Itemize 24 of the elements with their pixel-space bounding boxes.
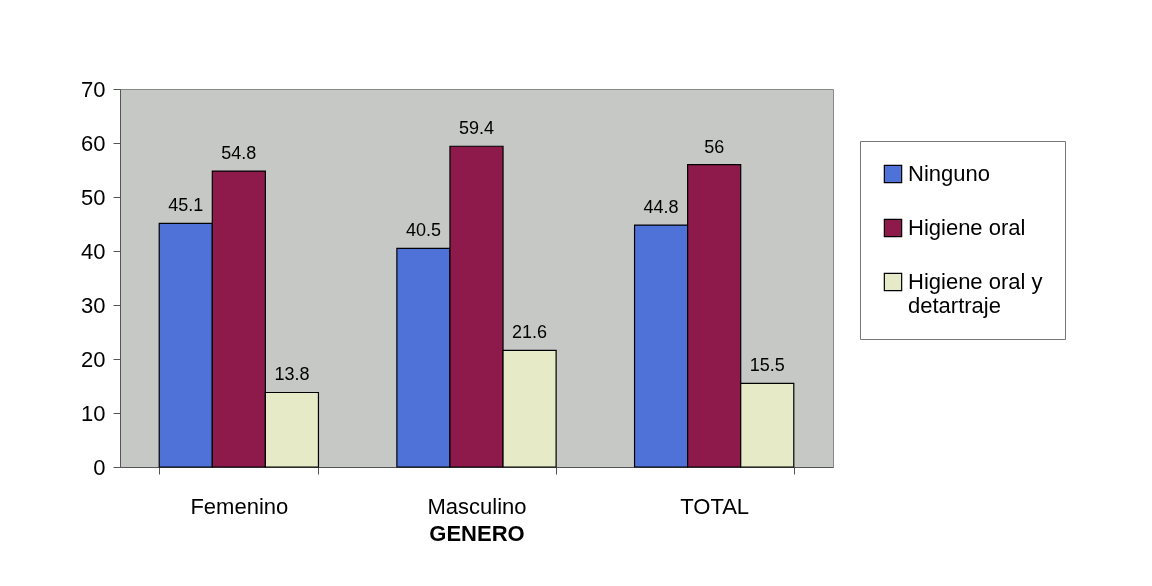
y-tick-label: 20 <box>81 346 106 372</box>
x-axis-title: GENERO <box>429 520 525 546</box>
y-tick-label: 10 <box>81 400 106 426</box>
data-label: 40.5 <box>405 220 441 241</box>
data-label: 45.1 <box>168 195 204 216</box>
y-tick-label: 40 <box>81 238 106 264</box>
legend-label: Higiene oral <box>908 215 1026 240</box>
x-tick-label: Masculino <box>427 493 527 519</box>
y-tick-label: 60 <box>81 130 106 156</box>
x-tick-label: TOTAL <box>680 493 750 519</box>
data-label: 56 <box>704 136 725 157</box>
data-label: 13.8 <box>274 364 310 385</box>
y-tick-label: 50 <box>81 184 106 210</box>
y-tick-label: 30 <box>81 292 106 318</box>
legend-label: Higiene oral y detartraje <box>908 269 1043 318</box>
data-label: 54.8 <box>221 143 257 164</box>
x-tick-label: Femenino <box>190 493 289 519</box>
data-label: 15.5 <box>749 355 785 376</box>
legend-label: Ninguno <box>908 161 990 186</box>
y-tick-label: 0 <box>93 454 106 480</box>
data-label: 59.4 <box>458 118 495 139</box>
data-label: 21.6 <box>512 322 548 343</box>
y-tick-label: 70 <box>81 76 106 102</box>
data-label: 44.8 <box>643 197 679 218</box>
